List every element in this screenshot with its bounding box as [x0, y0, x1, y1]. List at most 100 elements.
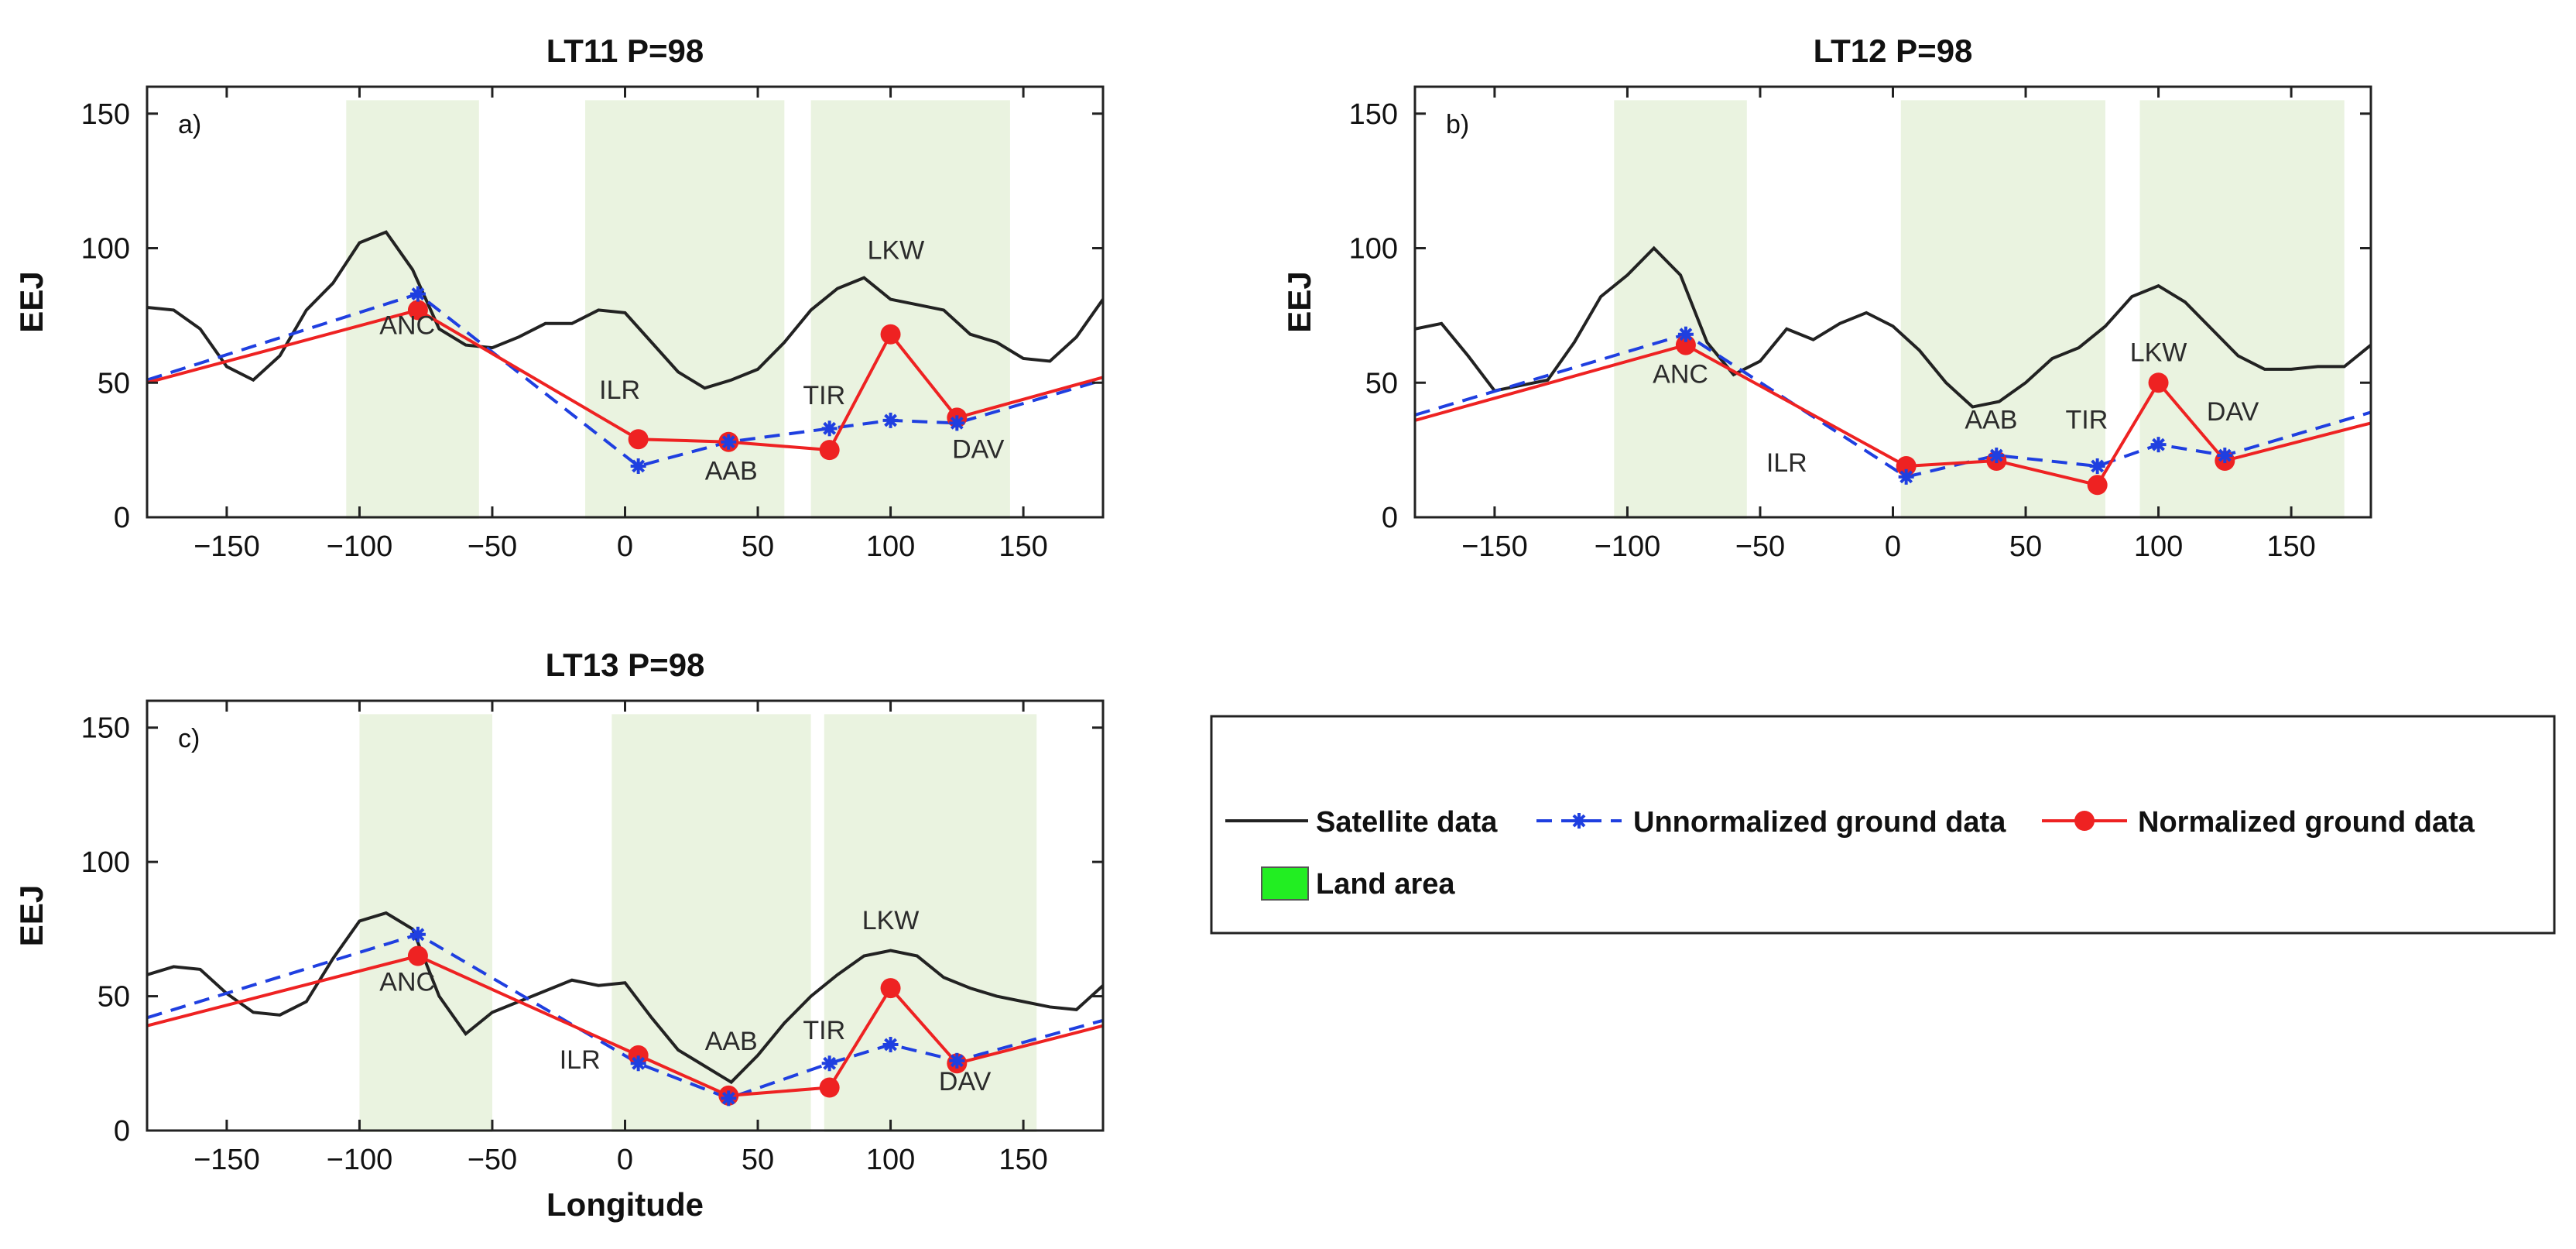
legend-normalized-label: Normalized ground data [2138, 806, 2475, 839]
legend-satellite-label: Satellite data [1316, 806, 1498, 839]
panel-b-normalized-point-4 [2087, 475, 2108, 496]
panel-a-station-label-dav: DAV [952, 435, 1005, 465]
panel-b-unnormalized-point-3-stroke-3 [1989, 448, 2003, 462]
panel-b-unnormalized-point-5-stroke-3 [2152, 437, 2165, 451]
panel-c-unnormalized-point-3 [721, 1090, 737, 1107]
panel-b-title: LT12 P=98 [1814, 33, 1973, 69]
panel-c-title: LT13 P=98 [546, 647, 705, 683]
panel-c-unnormalized-point-5-stroke-3 [884, 1038, 897, 1052]
panel-c-station-label-tir: TIR [803, 1016, 845, 1045]
panel-b-panel-label: b) [1446, 110, 1469, 139]
panel-c-unnormalized-point-4 [821, 1055, 838, 1072]
panel-a-unnormalized-line [147, 292, 1103, 468]
panel-b-station-label-dav: DAV [2207, 397, 2259, 427]
panel-a-satellite-line [147, 230, 1103, 390]
panel-b-land-area-2 [1900, 100, 2105, 519]
panel-a-ytick-label-0: 0 [114, 502, 130, 534]
panel-a-xtick-label-50: 50 [742, 530, 774, 563]
panel-a-station-label-lkw: LKW [868, 235, 925, 265]
panel-b-unnormalized-line [1415, 332, 2371, 479]
panel-b-ytick-label-150: 150 [1349, 98, 1398, 131]
panel-c-unnormalized-point-3-stroke-3 [721, 1091, 735, 1105]
panel-a-xtick-label--100: −100 [327, 530, 393, 563]
panel-b-normalized-point-5 [2148, 372, 2169, 393]
panel-b-xtick-label-0: 0 [1885, 530, 1901, 563]
panel-c-unnormalized-point-1-stroke-3 [411, 928, 425, 942]
panel-c-unnormalized-point-5 [882, 1037, 899, 1052]
panel-a-unnormalized-point-1-stroke-3 [411, 287, 425, 300]
panel-c-station-label-ilr: ILR [560, 1045, 601, 1075]
panel-c-xtick-label-150: 150 [999, 1144, 1047, 1176]
panel-a-unnormalized-point-5-stroke-3 [884, 413, 897, 427]
panel-a-title: LT11 P=98 [546, 33, 704, 69]
panel-a-station-label-ilr: ILR [599, 376, 640, 405]
panel-b-ylabel: EEJ [1281, 271, 1317, 332]
panel-a-land-area-2 [585, 100, 785, 519]
panel-a-normalized-point-2 [628, 429, 649, 450]
panel-a-unnormalized-point-3-stroke-3 [721, 435, 735, 449]
panel-c-land-area-1 [359, 714, 492, 1132]
panel-b-xtick-label-50: 50 [2009, 530, 2042, 563]
panel-b-land-area-3 [2139, 100, 2345, 519]
panel-a-unnormalized-point-3 [721, 434, 737, 450]
panel-a-station-label-aab: AAB [705, 456, 758, 486]
legend-box [1210, 715, 2556, 935]
panel-c-xlabel: Longitude [546, 1186, 704, 1223]
panel-a-unnormalized-point-5 [882, 412, 899, 428]
panel-b-unnormalized-point-1-stroke-3 [1679, 328, 1693, 341]
panel-a-station-label-tir: TIR [803, 381, 845, 410]
legend-unnormalized-label: Unnormalized ground data [1633, 806, 2006, 839]
panel-a-unnormalized-point-1 [409, 286, 426, 302]
panel-c-ytick-label-150: 150 [81, 712, 130, 745]
panel-b-station-label-lkw: LKW [2130, 338, 2187, 367]
panel-a-ytick-label-100: 100 [81, 233, 130, 266]
panel-a-xtick-label--50: −50 [468, 530, 517, 563]
panel-c-ytick-label-50: 50 [98, 981, 130, 1014]
panel-a-xtick-label--150: −150 [194, 530, 260, 563]
panel-a-ytick-label-50: 50 [98, 367, 130, 400]
panel-a-normalized-line [147, 308, 1103, 452]
panel-c-normalized-point-5 [880, 978, 901, 999]
panel-a-unnormalized-point-6-stroke-3 [950, 416, 964, 430]
panel-c-xtick-label-0: 0 [617, 1144, 633, 1176]
panel-a-xtick-label-100: 100 [866, 530, 915, 563]
panel-c-station-label-dav: DAV [939, 1067, 992, 1096]
panel-a-xtick-label-0: 0 [617, 530, 633, 563]
panel-a-unnormalized-point-4-stroke-3 [823, 421, 837, 435]
panel-c-station-label-lkw: LKW [862, 906, 920, 935]
panel-c-ylabel: EEJ [13, 885, 50, 946]
panel-c-station-label-aab: AAB [705, 1027, 758, 1056]
panel-b-unnormalized-point-5 [2150, 437, 2167, 453]
panel-b-unnormalized-point-4-stroke-3 [2091, 459, 2105, 473]
panel-c-xtick-label--100: −100 [327, 1144, 393, 1176]
panel-a-unnormalized-point-6 [949, 415, 965, 431]
legend-unnormalized-marker [1571, 813, 1587, 829]
panel-c-panel-label: c) [178, 724, 200, 753]
panel-b-normalized-line [1415, 343, 2371, 487]
panel-a-xtick-label-150: 150 [999, 530, 1047, 563]
panel-b-unnormalized-point-6-stroke-3 [2218, 448, 2232, 462]
panel-b-station-label-aab: AAB [1965, 405, 2017, 434]
legend-normalized-marker [2074, 811, 2095, 831]
panel-c-xtick-label-100: 100 [866, 1144, 915, 1176]
panel-b-unnormalized-point-3 [1989, 448, 2005, 464]
panel-a-ytick-label-150: 150 [81, 98, 130, 131]
panel-a-unnormalized-point-4 [821, 420, 838, 437]
panel-b-unnormalized-point-1 [1677, 326, 1694, 342]
panel-b-station-label-ilr: ILR [1766, 448, 1807, 478]
panel-a-unnormalized-point-2 [630, 458, 646, 474]
panel-c-normalized-point-1 [407, 945, 428, 966]
panel-c-xtick-label--50: −50 [468, 1144, 517, 1176]
panel-c-land-area-3 [824, 714, 1037, 1132]
panel-b-unnormalized-point-2 [1898, 468, 1914, 485]
panel-a-station-label-anc: ANC [379, 311, 435, 341]
panel-b-satellite-line [1415, 245, 2371, 409]
panel-c-xtick-label--150: −150 [194, 1144, 260, 1176]
panel-c-station-label-anc: ANC [379, 968, 435, 997]
panel-a: ANC ILR AAB TIR LKW DAV −150 −100 −50 0 50 100 150 0 5… [13, 33, 1105, 563]
legend-land-label: Land area [1316, 868, 1455, 901]
panel-b-xtick-label--150: −150 [1461, 530, 1528, 563]
panel-b-station-label-tir: TIR [2066, 405, 2108, 434]
panel-b-unnormalized-point-6 [2217, 448, 2233, 464]
